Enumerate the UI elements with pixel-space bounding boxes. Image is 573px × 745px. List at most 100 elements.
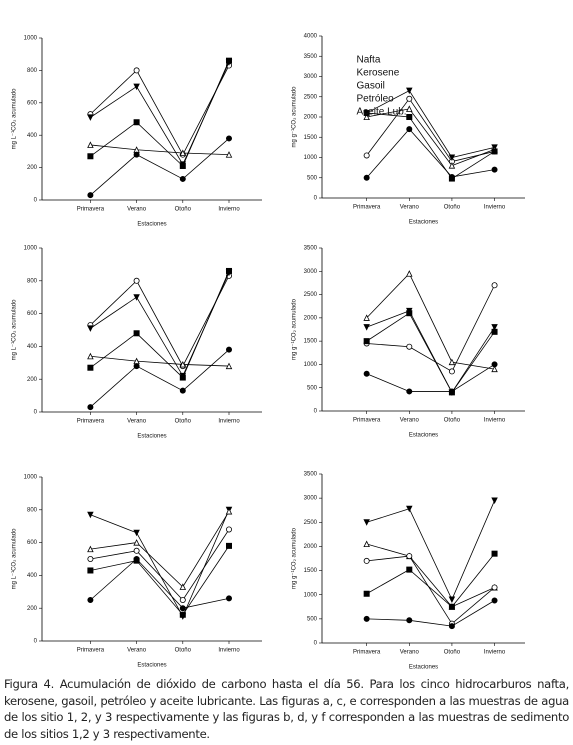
legend-label: Kerosene (357, 68, 400, 79)
y-tick-label: 2500 (304, 292, 318, 298)
data-point (491, 166, 498, 173)
y-tick-label: 0 (34, 639, 38, 645)
x-tick-label: Verano (127, 207, 147, 213)
x-tick-label: Verano (127, 419, 147, 425)
y-tick-label: 2500 (304, 94, 318, 100)
data-point (179, 162, 186, 169)
data-point (225, 362, 233, 370)
series-line (90, 144, 230, 156)
data-point (87, 153, 94, 160)
y-axis-label: mg g⁻¹CO₂ acumulado (292, 527, 298, 589)
y-tick-label: 1500 (304, 135, 318, 141)
y-tick-label: 800 (27, 68, 38, 74)
data-point (448, 162, 456, 169)
data-point (491, 365, 498, 373)
data-point (491, 328, 498, 335)
data-point (133, 151, 140, 158)
x-axis-label: Estaciones (137, 663, 166, 669)
data-point (87, 597, 94, 604)
y-tick-label: 500 (307, 616, 318, 622)
data-point (406, 505, 413, 513)
data-point (363, 557, 370, 564)
data-point (133, 330, 140, 337)
data-point (406, 617, 413, 624)
data-point (87, 141, 94, 148)
series-line (90, 355, 230, 367)
data-point (406, 87, 413, 95)
x-axis-label: Estaciones (409, 433, 438, 439)
x-axis-label: Estaciones (409, 665, 438, 671)
x-axis-label: Estaciones (137, 222, 166, 228)
data-point (179, 387, 186, 394)
data-point (225, 507, 233, 515)
y-tick-label: 1000 (304, 362, 318, 368)
data-point (406, 126, 413, 133)
data-point (406, 343, 413, 350)
data-point (87, 556, 94, 563)
x-tick-label: Otoño (444, 205, 461, 211)
y-tick-label: 400 (27, 344, 38, 350)
data-point (225, 267, 232, 274)
data-point (363, 152, 370, 159)
x-tick-label: Invierno (484, 650, 506, 656)
series-line (90, 509, 230, 618)
data-point (363, 370, 370, 377)
x-tick-label: Primavera (353, 418, 381, 424)
x-tick-label: Invierno (484, 205, 506, 211)
y-tick-label: 4000 (304, 34, 318, 40)
figure: 0 200 400 600 800 1000 Primavera Verano Otoño Inv… (12, 34, 525, 671)
data-point (87, 325, 94, 332)
x-tick-label: Verano (400, 205, 420, 211)
data-point (133, 277, 140, 284)
data-point (87, 192, 94, 199)
series-line (90, 65, 230, 156)
legend-label: Petróleo (357, 94, 395, 105)
legend-label: Gasoil (357, 81, 385, 92)
data-point (491, 597, 498, 604)
data-point (448, 596, 456, 604)
series-line (366, 310, 495, 394)
x-tick-label: Invierno (218, 648, 240, 654)
data-point (133, 363, 140, 370)
data-point (87, 567, 94, 574)
y-tick-label: 3000 (304, 496, 318, 502)
data-point (87, 404, 94, 411)
data-point (225, 542, 232, 549)
y-tick-label: 0 (34, 198, 38, 204)
y-tick-label: 1000 (304, 592, 318, 598)
data-point (133, 556, 140, 563)
x-tick-label: Invierno (218, 419, 240, 425)
data-point (225, 346, 232, 353)
series-line (366, 272, 495, 370)
x-tick-label: Verano (400, 650, 420, 656)
series-line (366, 553, 495, 608)
data-point (448, 603, 455, 610)
y-axis-label: mg L⁻¹CO₂ acumulado (12, 299, 18, 361)
data-point (363, 590, 370, 597)
data-point (491, 361, 498, 368)
y-tick-label: 0 (34, 410, 38, 416)
series-line (366, 500, 495, 601)
y-tick-label: 200 (27, 377, 38, 383)
data-point (406, 553, 413, 560)
data-point (363, 314, 370, 321)
y-tick-label: 200 (27, 606, 38, 612)
series-line (90, 529, 230, 601)
data-point (87, 545, 94, 553)
data-point (363, 113, 370, 120)
series-line (90, 60, 230, 167)
data-point (491, 282, 498, 289)
series-line (366, 285, 495, 372)
data-point (363, 615, 370, 622)
data-point (179, 597, 186, 604)
x-tick-label: Otoño (444, 418, 461, 424)
data-point (406, 95, 413, 102)
y-axis-label: mg g⁻¹CO₂ acumulado (292, 86, 298, 148)
series-line (366, 112, 495, 180)
x-tick-label: Otoño (175, 648, 192, 654)
data-point (406, 114, 413, 121)
y-tick-label: 500 (307, 175, 318, 181)
data-point (179, 583, 187, 590)
data-point (179, 149, 187, 157)
data-point (179, 611, 186, 618)
